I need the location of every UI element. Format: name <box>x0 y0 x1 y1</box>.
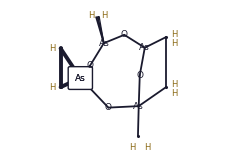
Text: H: H <box>129 143 135 152</box>
Text: H: H <box>49 44 55 53</box>
Text: H: H <box>144 143 150 152</box>
Text: O: O <box>121 30 128 39</box>
Text: As: As <box>139 43 150 52</box>
Text: As: As <box>75 74 86 83</box>
Text: H: H <box>171 30 178 38</box>
Text: H: H <box>101 11 108 20</box>
Text: H: H <box>49 83 55 92</box>
Text: O: O <box>136 71 143 79</box>
Text: As: As <box>133 102 144 111</box>
Text: O: O <box>86 61 93 70</box>
Text: H: H <box>171 80 178 89</box>
Text: As: As <box>99 39 109 48</box>
Text: H: H <box>171 89 178 98</box>
Text: H: H <box>171 39 178 48</box>
FancyBboxPatch shape <box>68 67 92 89</box>
Text: As: As <box>75 74 86 83</box>
Text: H: H <box>88 11 94 20</box>
Text: O: O <box>105 103 112 112</box>
